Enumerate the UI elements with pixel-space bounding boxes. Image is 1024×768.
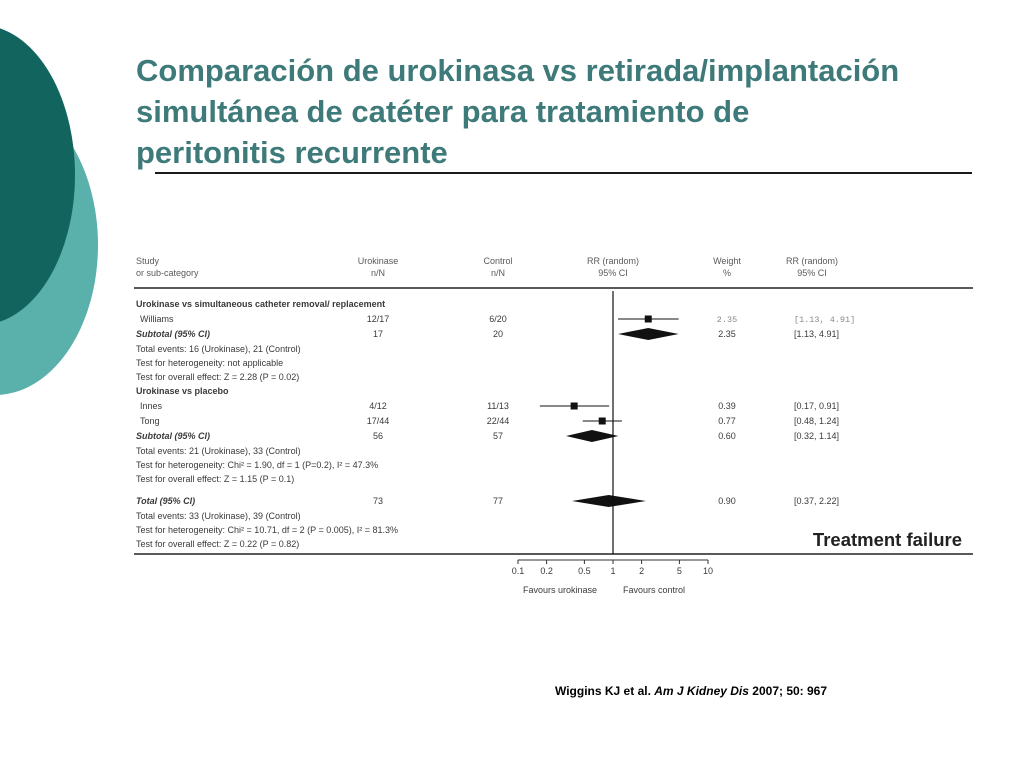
favours-right-label: Favours control	[623, 585, 685, 595]
title-line-3: peritonitis recurrente	[136, 135, 448, 170]
study-1-1-ci-text: [0.48, 1.24]	[794, 416, 839, 426]
total-note-0: Total events: 33 (Urokinase), 39 (Contro…	[136, 511, 301, 521]
subtotal-0-ci-text: [1.13, 4.91]	[794, 329, 839, 339]
study-1-0-urokinase: 4/12	[369, 401, 387, 411]
deco-dark-circle	[0, 28, 75, 322]
forest-plot: Study or sub-category Urokinase n/N Control n…	[134, 256, 973, 595]
study-1-1-urokinase: 17/44	[367, 416, 390, 426]
header-control-sub: n/N	[491, 268, 505, 278]
total-diamond	[571, 495, 646, 507]
header-urokinase-sub: n/N	[371, 268, 385, 278]
x-tick-label-5: 5	[677, 566, 682, 576]
subtotal-0-urokinase: 17	[373, 329, 383, 339]
header-weight-sub: %	[723, 268, 731, 278]
study-0-0-name: Williams	[140, 314, 174, 324]
group-1-note-0: Total events: 21 (Urokinase), 33 (Contro…	[136, 446, 301, 456]
subtotal-0-diamond	[618, 328, 679, 340]
header-rr_ci: RR (random)	[786, 256, 838, 266]
header-rr_plot: RR (random)	[587, 256, 639, 266]
header-study-sub: or sub-category	[136, 268, 199, 278]
study-1-0-ci-text: [0.17, 0.91]	[794, 401, 839, 411]
subtotal-0-weight: 2.35	[718, 329, 736, 339]
study-0-0-point	[644, 315, 652, 323]
total-weight: 0.90	[718, 496, 736, 506]
group-0-note-0: Total events: 16 (Urokinase), 21 (Contro…	[136, 344, 301, 354]
study-1-0-name: Innes	[140, 401, 163, 411]
study-1-1-weight: 0.77	[718, 416, 736, 426]
subtotal-1-ci-text: [0.32, 1.14]	[794, 431, 839, 441]
study-1-0-weight: 0.39	[718, 401, 736, 411]
header-weight: Weight	[713, 256, 741, 266]
subtotal-1-label: Subtotal (95% CI)	[136, 431, 210, 441]
slide-decoration	[0, 28, 98, 395]
title-underline	[155, 172, 972, 174]
x-tick-label-0: 0.1	[512, 566, 525, 576]
slide-title: Comparación de urokinasa vs retirada/imp…	[136, 50, 996, 173]
study-1-1-point	[598, 417, 606, 425]
group-1-note-1: Test for heterogeneity: Chi² = 1.90, df …	[136, 460, 378, 470]
title-line-1: Comparación de urokinasa vs retirada/imp…	[136, 53, 900, 88]
study-1-0-control: 11/13	[487, 401, 509, 411]
header-rr_plot-sub: 95% CI	[598, 268, 628, 278]
study-0-0-control: 6/20	[489, 314, 507, 324]
subtotal-0-label: Subtotal (95% CI)	[136, 329, 210, 339]
citation-details: 2007; 50: 967	[752, 684, 828, 698]
study-0-0-weight: 2.35	[717, 315, 737, 325]
header-urokinase: Urokinase	[358, 256, 399, 266]
x-tick-label-3: 1	[610, 566, 615, 576]
total-note-2: Test for overall effect: Z = 0.22 (P = 0…	[136, 539, 299, 549]
total-ci-text: [0.37, 2.22]	[794, 496, 839, 506]
citation-journal: Am J Kidney Dis	[654, 684, 749, 698]
total-label: Total (95% CI)	[136, 496, 195, 506]
citation-authors: Wiggins KJ et al.	[555, 684, 651, 698]
x-tick-label-6: 10	[703, 566, 713, 576]
group-0-note-2: Test for overall effect: Z = 2.28 (P = 0…	[136, 372, 299, 382]
total-control: 77	[493, 496, 503, 506]
subtotal-1-urokinase: 56	[373, 431, 383, 441]
header-study: Study	[136, 256, 160, 266]
group-0-name: Urokinase vs simultaneous catheter remov…	[136, 299, 385, 309]
x-tick-label-1: 0.2	[540, 566, 553, 576]
title-line-2: simultánea de catéter para tratamiento d…	[136, 94, 750, 129]
total-note-1: Test for heterogeneity: Chi² = 10.71, df…	[136, 525, 398, 535]
subtotal-1-diamond	[565, 430, 619, 442]
total-urokinase: 73	[373, 496, 383, 506]
favours-left-label: Favours urokinase	[523, 585, 597, 595]
header-rr_ci-sub: 95% CI	[797, 268, 827, 278]
study-1-1-name: Tong	[140, 416, 160, 426]
study-0-0-urokinase: 12/17	[367, 314, 390, 324]
annotation-treatment-failure: Treatment failure	[813, 529, 962, 550]
group-0-note-1: Test for heterogeneity: not applicable	[136, 358, 283, 368]
study-0-0-ci-text: [1.13, 4.91]	[794, 315, 855, 325]
group-1-note-2: Test for overall effect: Z = 1.15 (P = 0…	[136, 474, 294, 484]
group-1-name: Urokinase vs placebo	[136, 386, 229, 396]
subtotal-1-control: 57	[493, 431, 503, 441]
subtotal-1-weight: 0.60	[718, 431, 736, 441]
citation: Wiggins KJ et al. Am J Kidney Dis 2007; …	[555, 684, 827, 698]
x-tick-label-4: 2	[639, 566, 644, 576]
x-tick-label-2: 0.5	[578, 566, 591, 576]
subtotal-0-control: 20	[493, 329, 503, 339]
study-1-0-point	[570, 402, 578, 410]
study-1-1-control: 22/44	[487, 416, 510, 426]
header-control: Control	[483, 256, 512, 266]
